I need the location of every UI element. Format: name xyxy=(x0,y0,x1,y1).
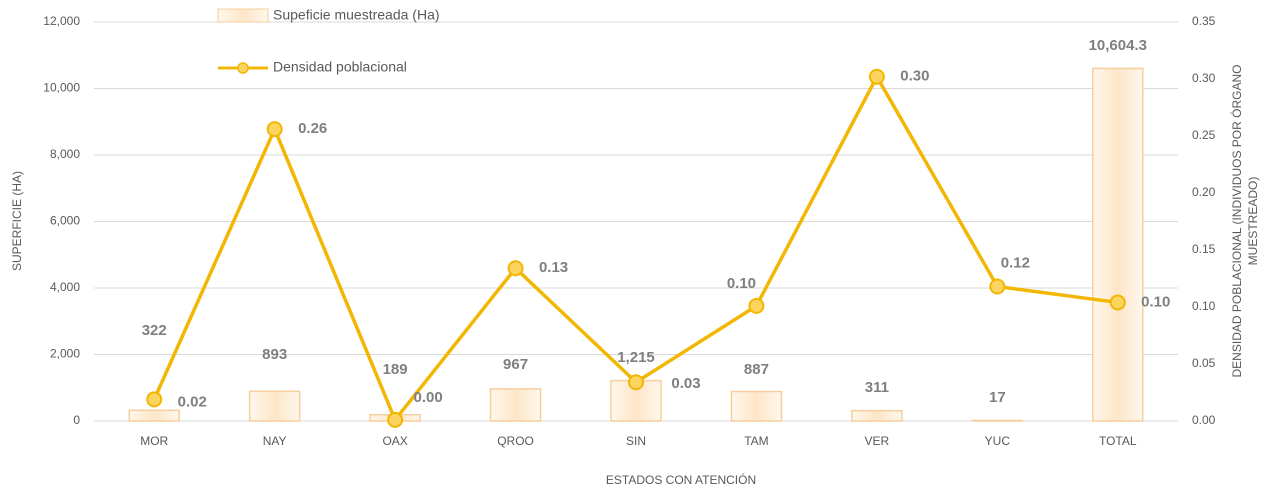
y2-tick-label: 0.30 xyxy=(1192,71,1216,85)
bar xyxy=(971,419,1024,422)
y2-tick-label: 0.25 xyxy=(1192,128,1216,142)
y-tick-label: 0 xyxy=(73,413,80,427)
y-tick-label: 6,000 xyxy=(50,214,80,228)
bar-value-label: 893 xyxy=(262,346,287,363)
line-marker xyxy=(748,297,765,314)
line-value-label: 0.03 xyxy=(671,375,700,392)
x-tick-label: TAM xyxy=(744,434,768,448)
bar-value-label: 189 xyxy=(383,361,408,378)
line-marker xyxy=(146,391,163,408)
y-axis-title: SUPERFICIE (HA) xyxy=(10,171,24,271)
x-tick-label: MOR xyxy=(140,434,168,448)
y2-tick-label: 0.00 xyxy=(1192,413,1216,427)
y-tick-label: 8,000 xyxy=(50,147,80,161)
bar-value-label: 311 xyxy=(865,379,889,396)
legend-marker xyxy=(237,62,249,74)
y-tick-label: 2,000 xyxy=(50,347,80,361)
y2-tick-label: 0.35 xyxy=(1192,14,1216,28)
y2-axis-title: DENSIDAD POBLACIONAL (INDIVIDUOS POR ÓRG… xyxy=(1229,65,1244,378)
x-axis-title: ESTADOS CON ATENCIÓN xyxy=(606,472,756,487)
line-marker xyxy=(989,278,1006,295)
bar xyxy=(489,388,542,422)
line-value-label: 0.10 xyxy=(727,275,756,292)
bar-value-label: 10,604.3 xyxy=(1089,37,1147,54)
bar-value-label: 322 xyxy=(142,322,167,339)
line-value-label: 0.02 xyxy=(178,393,207,410)
legend-swatch xyxy=(217,8,269,23)
y-tick-label: 10,000 xyxy=(43,81,80,95)
line-marker xyxy=(1109,294,1126,311)
x-tick-label: YUC xyxy=(985,434,1011,448)
line-marker xyxy=(628,374,644,391)
bar xyxy=(128,409,180,422)
y-tick-label: 4,000 xyxy=(50,280,80,294)
x-tick-label: OAX xyxy=(382,434,407,448)
legend-label: Supeficie muestreada (Ha) xyxy=(273,7,440,23)
y-tick-label: 12,000 xyxy=(43,14,80,28)
line-value-label: 0.12 xyxy=(1001,254,1030,271)
legend-label: Densidad poblacional xyxy=(273,59,407,75)
x-tick-label: SIN xyxy=(626,434,646,448)
line-value-label: 0.30 xyxy=(900,68,929,85)
y2-tick-label: 0.10 xyxy=(1192,299,1216,313)
line-value-label: 0.13 xyxy=(539,259,568,276)
y2-tick-label: 0.05 xyxy=(1192,356,1216,370)
x-tick-label: QROO xyxy=(497,434,534,448)
line-value-label: 0.10 xyxy=(1141,293,1170,310)
line-value-label: 0.26 xyxy=(298,120,327,137)
line-value-label: 0.00 xyxy=(414,389,443,406)
y2-tick-label: 0.20 xyxy=(1192,185,1216,199)
bar xyxy=(1092,67,1144,422)
y2-tick-label: 0.15 xyxy=(1192,242,1216,256)
y2-axis-title: MUESTREADO) xyxy=(1246,177,1260,266)
bar xyxy=(851,409,903,422)
bar-value-label: 1,215 xyxy=(617,349,655,366)
bar xyxy=(730,390,783,422)
line-marker xyxy=(387,411,404,428)
bar xyxy=(248,390,301,422)
line-marker xyxy=(507,260,524,277)
x-tick-label: TOTAL xyxy=(1099,434,1137,448)
bar-value-label: 967 xyxy=(503,356,528,373)
line-marker xyxy=(868,68,885,85)
x-tick-label: VER xyxy=(865,434,890,448)
bar-value-label: 887 xyxy=(744,361,769,378)
bar-value-label: 17 xyxy=(989,389,1006,406)
x-tick-label: NAY xyxy=(263,434,287,448)
line-marker xyxy=(266,121,283,138)
